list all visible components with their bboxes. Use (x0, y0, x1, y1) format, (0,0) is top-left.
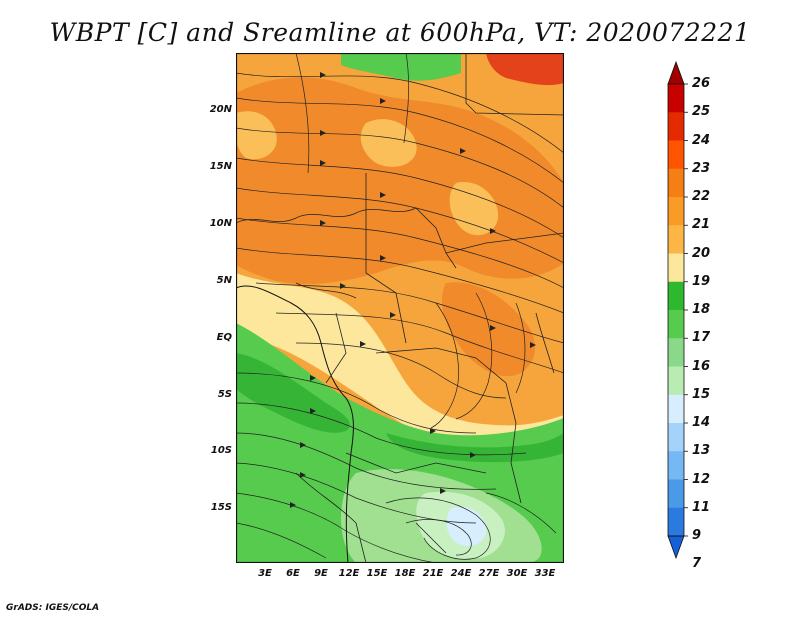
colorbar-label: 26 (692, 76, 711, 91)
lat-label-eq: EQ (216, 332, 232, 343)
map-frame (236, 53, 564, 563)
lat-label-15s: 15S (210, 502, 232, 513)
map-title: WBPT [C] and Sreamline at 600hPa, VT: 20… (49, 18, 751, 47)
lat-label-10n: 10N (209, 218, 232, 229)
lon-label-18e: 18E (394, 568, 416, 579)
country-boundaries (236, 53, 564, 563)
colorbar-label: 21 (692, 217, 711, 233)
lat-label-15n: 15N (209, 161, 232, 172)
colorbar-bottom-triangle (667, 535, 685, 560)
field-dark-green-1 (236, 353, 350, 433)
field-dark-orange-east (441, 282, 536, 377)
lon-label-30e: 30E (506, 568, 528, 579)
colorbar-swatch (668, 140, 684, 170)
colorbar-swatch (668, 112, 684, 141)
lon-label-33e: 33E (534, 568, 556, 579)
colorbar-swatch (668, 168, 684, 198)
colorbar-top-triangle (667, 60, 685, 85)
field-red-ne (486, 53, 564, 86)
colorbar-label: 12 (692, 471, 711, 487)
colorbar-label: 22 (692, 189, 711, 204)
colorbar-swatch (668, 197, 684, 226)
field-green-north (341, 53, 461, 81)
colorbar-label: 25 (692, 104, 711, 120)
colorbar-label: 9 (692, 528, 702, 543)
lon-label-12e: 12E (338, 568, 360, 579)
colorbar-label: 19 (692, 273, 711, 289)
field-light-orange-2 (236, 111, 277, 160)
lon-label-15e: 15E (366, 568, 388, 579)
credit-label: GrADS: IGES/COLA (6, 603, 100, 613)
field-yellow-belt (236, 273, 564, 452)
coastline (236, 285, 354, 563)
colorbar-swatch (668, 281, 684, 311)
colorbar-label: 17 (692, 330, 711, 346)
field-light-orange-3 (449, 182, 499, 236)
streamline-arrows (290, 72, 536, 508)
colorbar-swatch (668, 310, 684, 339)
colorbar-label: 15 (692, 386, 711, 402)
colorbar-swatch (668, 507, 684, 537)
streamlines (236, 53, 564, 563)
colorbar-label: 23 (692, 160, 711, 176)
lon-label-21e: 21E (422, 568, 444, 579)
field-pale-blue (446, 506, 487, 547)
colorbar-label: 20 (692, 245, 711, 261)
colorbar (667, 60, 688, 560)
colorbar-label: 18 (692, 302, 711, 317)
colorbar-swatch (668, 84, 684, 113)
colorbar-swatch (668, 423, 684, 452)
field-light-orange-1 (360, 119, 417, 167)
colorbar-swatch (668, 479, 684, 509)
colorbar-swatch (668, 394, 684, 424)
lat-label-5n: 5N (216, 275, 232, 286)
colorbar-label: 24 (692, 132, 711, 148)
colorbar-label: 14 (692, 415, 711, 430)
colorbar-swatch (668, 338, 684, 367)
lon-label-9e: 9E (314, 568, 328, 579)
colorbar-swatch (668, 225, 684, 254)
colorbar-label: 11 (692, 499, 711, 515)
colorbar-swatch (668, 253, 684, 283)
colorbar-label: 16 (692, 358, 711, 374)
lon-label-24e: 24E (450, 568, 472, 579)
lon-label-27e: 27E (478, 568, 500, 579)
lat-label-10s: 10S (210, 445, 232, 456)
lon-label-3e: 3E (258, 568, 272, 579)
colorbar-label: 13 (692, 443, 711, 459)
field-dark-green-2 (386, 433, 564, 463)
lat-label-5s: 5S (217, 389, 232, 400)
wbpt-streamline-map (236, 53, 564, 563)
colorbar-swatch (668, 451, 684, 480)
colorbar-label: 7 (692, 556, 702, 572)
colorbar-swatch (668, 366, 684, 396)
lat-label-20n: 20N (209, 104, 232, 115)
lon-label-6e: 6E (286, 568, 300, 579)
colorbar-segments (667, 60, 685, 560)
